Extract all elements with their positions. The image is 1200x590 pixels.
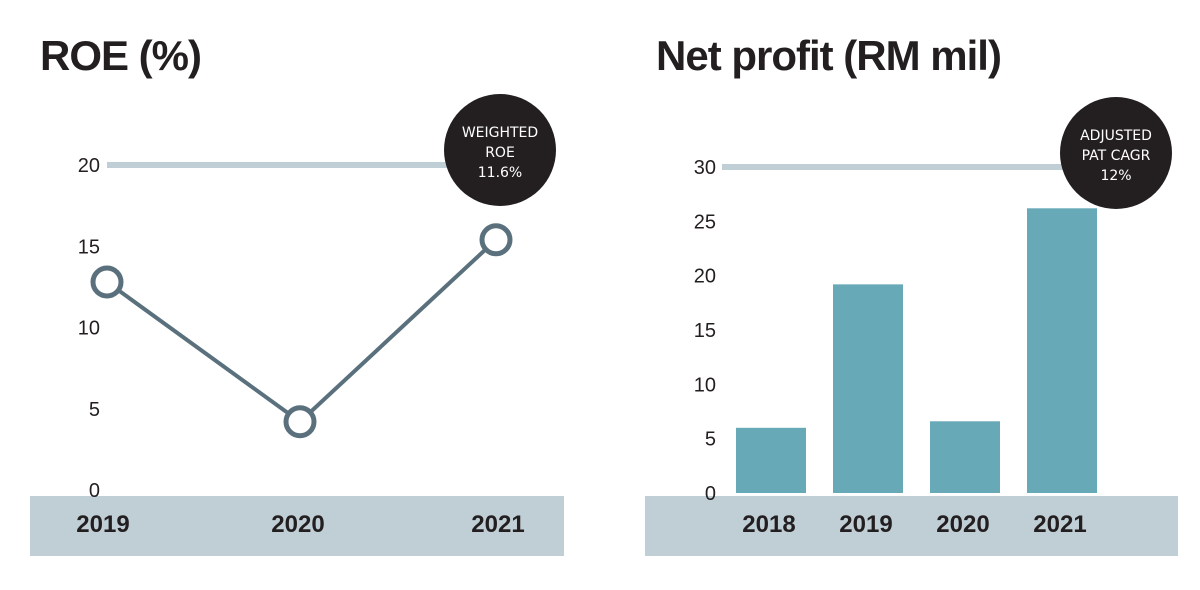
x-category-label: 2021 — [471, 511, 524, 538]
badge-text-line: ADJUSTED — [1080, 128, 1152, 144]
x-category-label: 2021 — [1033, 511, 1086, 538]
y-tick-label: 20 — [694, 266, 716, 288]
net-profit-chart-panel: 0 5 10 15 20 25 30 2018 2019 2020 2021 ADJUSTED PAT … — [600, 0, 1200, 590]
y-tick-label: 30 — [694, 157, 716, 179]
x-category-label: 2019 — [839, 511, 892, 538]
y-tick-label: 25 — [694, 211, 716, 233]
roe-chart: 0 5 10 15 20 2019 2020 2021 WEIGHTED ROE 11.6% — [30, 94, 564, 556]
y-tick-label: 15 — [694, 320, 716, 342]
badge-text-line: WEIGHTED — [462, 125, 538, 141]
x-category-label: 2020 — [271, 511, 324, 538]
net-profit-chart: 0 5 10 15 20 25 30 2018 2019 2020 2021 ADJUSTED PAT … — [645, 97, 1178, 556]
y-tick-label: 5 — [705, 429, 716, 451]
x-category-label: 2018 — [742, 511, 795, 538]
x-axis-band — [30, 496, 564, 556]
bar — [1027, 208, 1097, 493]
roe-chart-panel: 0 5 10 15 20 2019 2020 2021 WEIGHTED ROE 11.6% ROE… — [30, 32, 564, 556]
weighted-roe-badge — [444, 94, 556, 206]
y-tick-label: 5 — [89, 399, 100, 421]
data-point — [283, 405, 317, 439]
data-point — [479, 223, 513, 257]
x-axis-band — [645, 496, 1178, 556]
y-tick-label: 10 — [78, 318, 100, 340]
y-tick-label: 20 — [78, 155, 100, 177]
y-tick-label: 10 — [694, 374, 716, 396]
bar — [930, 421, 1000, 493]
net-profit-chart-title: Net profit (RM mil) — [656, 32, 1002, 79]
badge-text-line: 12% — [1100, 168, 1131, 184]
y-tick-label: 0 — [705, 483, 716, 505]
pat-cagr-badge — [1060, 97, 1172, 209]
roe-chart-title: ROE (%) — [40, 32, 202, 79]
badge-text-line: PAT CAGR — [1082, 148, 1151, 164]
y-tick-label: 0 — [89, 480, 100, 502]
badge-text-line: 11.6% — [478, 165, 522, 181]
y-tick-label: 15 — [78, 236, 100, 258]
badge-text-line: ROE — [485, 145, 515, 161]
x-category-label: 2019 — [76, 511, 129, 538]
bar — [833, 284, 903, 493]
roe-series-line — [105, 238, 498, 425]
bar — [736, 427, 806, 493]
x-category-label: 2020 — [936, 511, 989, 538]
data-point — [90, 265, 124, 299]
